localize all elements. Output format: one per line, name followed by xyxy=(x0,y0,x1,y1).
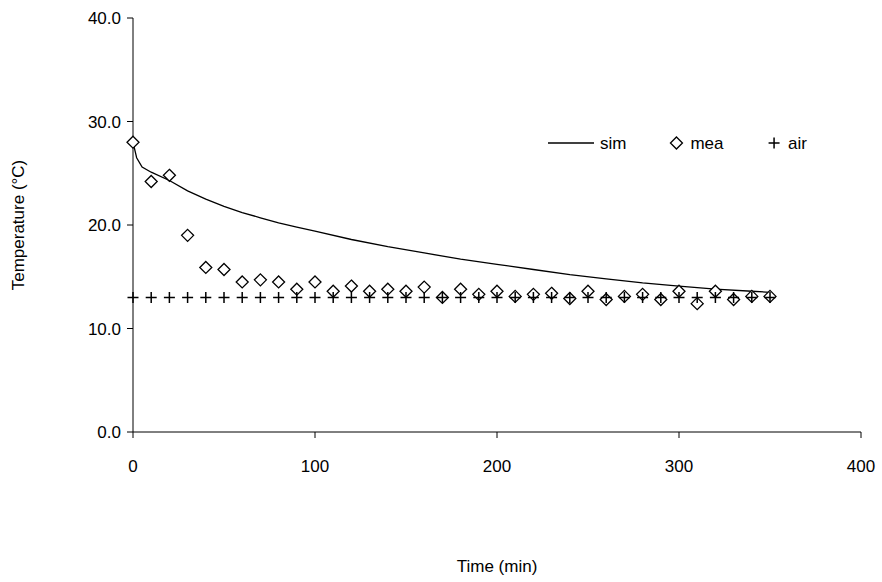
mea-point xyxy=(145,176,157,188)
mea-point xyxy=(436,291,448,303)
air-point xyxy=(382,292,393,303)
air-point xyxy=(182,292,193,303)
air-point xyxy=(455,292,466,303)
air-point xyxy=(619,292,630,303)
air-point xyxy=(364,292,375,303)
air-point xyxy=(146,292,157,303)
y-tick-label: 10.0 xyxy=(88,320,121,339)
air-point xyxy=(401,292,412,303)
x-tick xyxy=(861,432,862,438)
air-point xyxy=(765,292,776,303)
y-tick xyxy=(127,225,133,226)
x-tick-label: 100 xyxy=(301,457,329,476)
x-tick xyxy=(315,432,316,438)
x-tick xyxy=(133,432,134,438)
y-axis-title: Temperature (°C) xyxy=(9,160,28,291)
air-point xyxy=(437,292,448,303)
mea-point xyxy=(345,280,357,292)
air-point xyxy=(601,292,612,303)
background xyxy=(0,0,882,582)
legend-label: sim xyxy=(600,134,626,153)
mea-point xyxy=(746,290,758,302)
mea-point xyxy=(127,136,139,148)
mea-point xyxy=(236,276,248,288)
air-point xyxy=(746,292,757,303)
mea-point xyxy=(509,290,521,302)
air-point xyxy=(692,292,703,303)
air-point xyxy=(655,292,666,303)
y-tick-label: 30.0 xyxy=(88,113,121,132)
air-point xyxy=(255,292,266,303)
x-tick-label: 0 xyxy=(128,457,137,476)
x-tick-label: 400 xyxy=(847,457,875,476)
y-tick xyxy=(127,121,133,122)
air-point xyxy=(346,292,357,303)
y-tick xyxy=(127,432,133,433)
legend-swatch xyxy=(548,142,594,144)
y-tick-label: 20.0 xyxy=(88,216,121,235)
air-point xyxy=(510,292,521,303)
x-axis-title: Time (min) xyxy=(457,557,538,576)
air-point xyxy=(564,292,575,303)
sim-line xyxy=(133,142,770,292)
y-tick xyxy=(127,328,133,329)
plot-area xyxy=(127,136,776,309)
air-point xyxy=(273,292,284,303)
air-point xyxy=(219,292,230,303)
mea-point xyxy=(200,261,212,273)
legend-swatch xyxy=(769,138,780,149)
air-point xyxy=(128,292,139,303)
y-tick-label: 40.0 xyxy=(88,9,121,28)
x-tick-label: 300 xyxy=(665,457,693,476)
mea-point xyxy=(418,281,430,293)
mea-point xyxy=(273,276,285,288)
air-point xyxy=(473,292,484,303)
air-point xyxy=(310,292,321,303)
air-point xyxy=(164,292,175,303)
mea-point xyxy=(564,292,576,304)
mea-point xyxy=(182,229,194,241)
mea-point xyxy=(218,264,230,276)
legend: sim mea air xyxy=(548,134,807,153)
y-tick-label: 0.0 xyxy=(97,423,121,442)
x-tick xyxy=(679,432,680,438)
air-point xyxy=(237,292,248,303)
air-point xyxy=(419,292,430,303)
mea-point xyxy=(163,169,175,181)
air-point xyxy=(492,292,503,303)
legend-label: air xyxy=(788,134,807,153)
x-tick-label: 200 xyxy=(483,457,511,476)
chart: 0.0 10.0 20.0 30.0 40.0 0 100 200 300 400 Time (mi… xyxy=(0,0,882,582)
air-point xyxy=(328,292,339,303)
air-point xyxy=(637,292,648,303)
air-point xyxy=(291,292,302,303)
air-point xyxy=(583,292,594,303)
air-point xyxy=(674,292,685,303)
air-point xyxy=(528,292,539,303)
y-tick xyxy=(127,18,133,19)
air-point xyxy=(200,292,211,303)
mea-point xyxy=(254,274,266,286)
legend-swatch xyxy=(670,137,682,149)
mea-point xyxy=(764,290,776,302)
legend-label: mea xyxy=(690,134,724,153)
air-point xyxy=(710,292,721,303)
air-point xyxy=(546,292,557,303)
x-tick xyxy=(497,432,498,438)
air-point xyxy=(728,292,739,303)
mea-point xyxy=(618,290,630,302)
mea-point xyxy=(309,276,321,288)
